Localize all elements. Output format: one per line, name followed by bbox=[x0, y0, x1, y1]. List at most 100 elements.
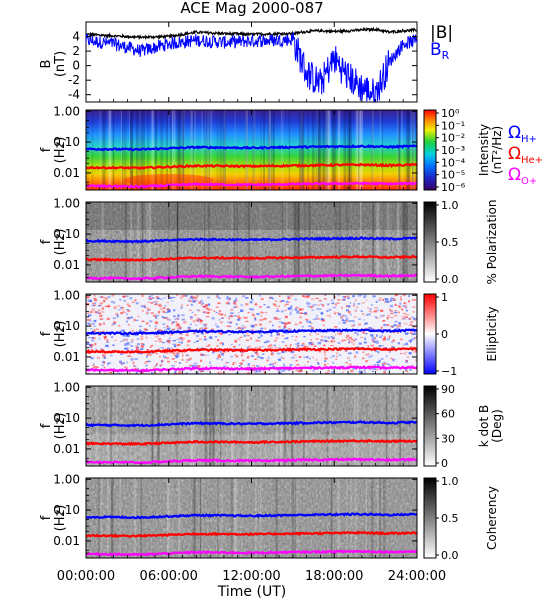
colorbar-tick-label: 1.0 bbox=[441, 199, 459, 212]
intensity-colorbar-label-line1: Intensity bbox=[477, 124, 491, 176]
kdotb-colorbar bbox=[423, 385, 437, 467]
b-y-ticks: 420-2-4 bbox=[68, 30, 417, 102]
kdotb-colorbar-label-line1: k dot B bbox=[477, 405, 491, 447]
b-y-tick-label: 4 bbox=[72, 30, 80, 44]
omega-h-line bbox=[86, 512, 417, 520]
colorbar-tick-label: 0.0 bbox=[441, 549, 459, 562]
intensity-colorbar bbox=[423, 109, 437, 191]
x-axis-tick-labels: 00:00:00 06:00:00 12:00:00 18:00:00 24:00:00 bbox=[57, 22, 446, 584]
f-y-tick-label: 0.10 bbox=[53, 319, 80, 333]
f-y-tick-label: 1.00 bbox=[53, 472, 80, 486]
ellipticity-ylabel-line1: f bbox=[39, 331, 54, 336]
omega-he-line bbox=[86, 346, 417, 354]
f-y-tick-label: 0.10 bbox=[53, 135, 80, 149]
f-y-tick-label: 1.00 bbox=[53, 104, 80, 118]
ellipticity-colorbar bbox=[423, 293, 437, 375]
colorbar-tick-label: 60 bbox=[441, 408, 455, 421]
colorbar-tick-label: 10⁻³ bbox=[441, 144, 465, 157]
legend-omega-h: ΩH+ bbox=[508, 123, 537, 145]
intensity-image bbox=[86, 110, 417, 190]
colorbar-tick-label: 30 bbox=[441, 432, 455, 445]
legend-omega-base: Ω bbox=[508, 123, 521, 143]
coherency-colorbar-label: Coherency bbox=[485, 486, 499, 550]
panel-coherency: 1.00 0.10 0.01 f (Hz) 1.0 0.5 0.0 Coherency bbox=[39, 472, 499, 562]
panel-kdotb: 1.00 0.10 0.01 f (Hz) 90 60 30 0 k dot B (Deg) bbox=[39, 380, 504, 470]
omega-h-line bbox=[86, 328, 417, 336]
spectrogram-panels: 1.000.100.01f (Hz)10⁰10⁻¹10⁻²10⁻³10⁻⁴10⁻⁵… bbox=[39, 104, 543, 562]
f-y-tick-label: 0.10 bbox=[53, 411, 80, 425]
b-total-line bbox=[85, 26, 418, 41]
legend-b-radial: BR bbox=[430, 40, 450, 62]
x-tick-label: 12:00:00 bbox=[222, 569, 280, 584]
colorbar-tick-label: 1.0 bbox=[441, 475, 459, 488]
polarization-ylabel-line1: f bbox=[39, 239, 54, 244]
colorbar-tick-label: 1 bbox=[441, 291, 448, 304]
legend-omega-o: ΩO+ bbox=[508, 165, 537, 187]
colorbar-tick-label: 0.5 bbox=[441, 236, 459, 249]
polarization-image bbox=[86, 202, 417, 282]
coherency-image bbox=[86, 478, 417, 558]
kdotb-ylabel-line2: (Hz) bbox=[53, 413, 68, 440]
coherency-ylabel-line2: (Hz) bbox=[53, 505, 68, 532]
f-y-tick-label: 0.01 bbox=[53, 534, 80, 548]
colorbar-tick-label: 0 bbox=[441, 457, 448, 470]
omega-he-line bbox=[86, 530, 417, 539]
f-y-tick-label: 0.01 bbox=[53, 442, 80, 456]
x-tick-label: 06:00:00 bbox=[140, 569, 198, 584]
legend-omega-base: Ω bbox=[508, 144, 521, 164]
f-y-tick-label: 0.01 bbox=[53, 350, 80, 364]
legend-b-total: |B| bbox=[430, 23, 453, 43]
f-y-tick-label: 0.10 bbox=[53, 503, 80, 517]
f-y-tick-label: 0.10 bbox=[53, 227, 80, 241]
b-y-tick-label: -2 bbox=[68, 73, 80, 87]
f-y-tick-label: 1.00 bbox=[53, 288, 80, 302]
x-tick-label: 00:00:00 bbox=[57, 569, 115, 584]
legend-omega-sub: H+ bbox=[521, 134, 537, 145]
omega-he-line bbox=[86, 439, 417, 447]
colorbar-tick-label: 10⁰ bbox=[441, 107, 460, 120]
b-ylabel-line1: B bbox=[39, 60, 54, 69]
omega-o-line bbox=[86, 549, 417, 557]
colorbar-tick-label: 0.5 bbox=[441, 512, 459, 525]
legend-omega-sub: O+ bbox=[521, 176, 537, 187]
ellipticity-ylabel-line2: (Hz) bbox=[53, 321, 68, 348]
coherency-colorbar bbox=[423, 477, 437, 559]
panel-ellipticity: 1.00 0.10 0.01 f (Hz) 1 0 −1 Ellipticity bbox=[39, 288, 499, 378]
b-y-tick-label: 0 bbox=[72, 59, 80, 73]
colorbar-tick-label: 10⁻² bbox=[441, 132, 465, 145]
b-y-tick-label: -4 bbox=[68, 88, 80, 102]
colorbar-tick-label: 90 bbox=[441, 383, 455, 396]
legend-omega-sub: He+ bbox=[521, 155, 543, 166]
x-tick-label: 24:00:00 bbox=[388, 569, 446, 584]
f-y-tick-label: 1.00 bbox=[53, 196, 80, 210]
b-ylabel-line2: (nT) bbox=[53, 51, 68, 77]
coherency-ylabel-line1: f bbox=[39, 515, 54, 520]
colorbar-tick-label: 10⁻¹ bbox=[441, 119, 465, 132]
panel-polarization: 1.00 0.10 0.01 f (Hz) 1.0 0.5 0.0 % Polarization bbox=[39, 196, 499, 286]
legend-omega-base: Ω bbox=[508, 165, 521, 185]
colorbar-tick-label: 0 bbox=[441, 328, 448, 341]
omega-he-line bbox=[86, 162, 417, 171]
figure-title: ACE Mag 2000-087 bbox=[180, 0, 323, 17]
colorbar-tick-label: 10⁻⁶ bbox=[441, 181, 466, 194]
f-y-tick-label: 1.00 bbox=[53, 380, 80, 394]
colorbar-tick-label: 10⁻⁴ bbox=[441, 156, 466, 169]
legend-b-radial-base: B bbox=[430, 40, 442, 60]
colorbar-tick-label: −1 bbox=[441, 365, 457, 378]
omega-o-line bbox=[86, 181, 417, 189]
intensity-ylabel-line1: f bbox=[39, 147, 54, 152]
panel-b-field: 420-2-4 B (nT) |B| BR bbox=[39, 21, 453, 103]
legend-omega-he: ΩHe+ bbox=[508, 144, 543, 166]
polarization-colorbar bbox=[423, 201, 437, 283]
x-axis-label: Time (UT) bbox=[217, 584, 286, 600]
ellipticity-colorbar-label: Ellipticity bbox=[485, 307, 499, 362]
omega-h-line bbox=[86, 235, 417, 244]
f-y-tick-label: 0.01 bbox=[53, 166, 80, 180]
omega-h-line bbox=[86, 143, 417, 152]
colorbar-tick-label: 10⁻⁵ bbox=[441, 169, 465, 182]
kdotb-image bbox=[86, 386, 417, 466]
colorbar-tick-label: 0.0 bbox=[441, 273, 459, 286]
b-y-tick-label: 2 bbox=[72, 44, 80, 58]
intensity-colorbar-label-line2: (nT²/Hz) bbox=[490, 126, 504, 174]
